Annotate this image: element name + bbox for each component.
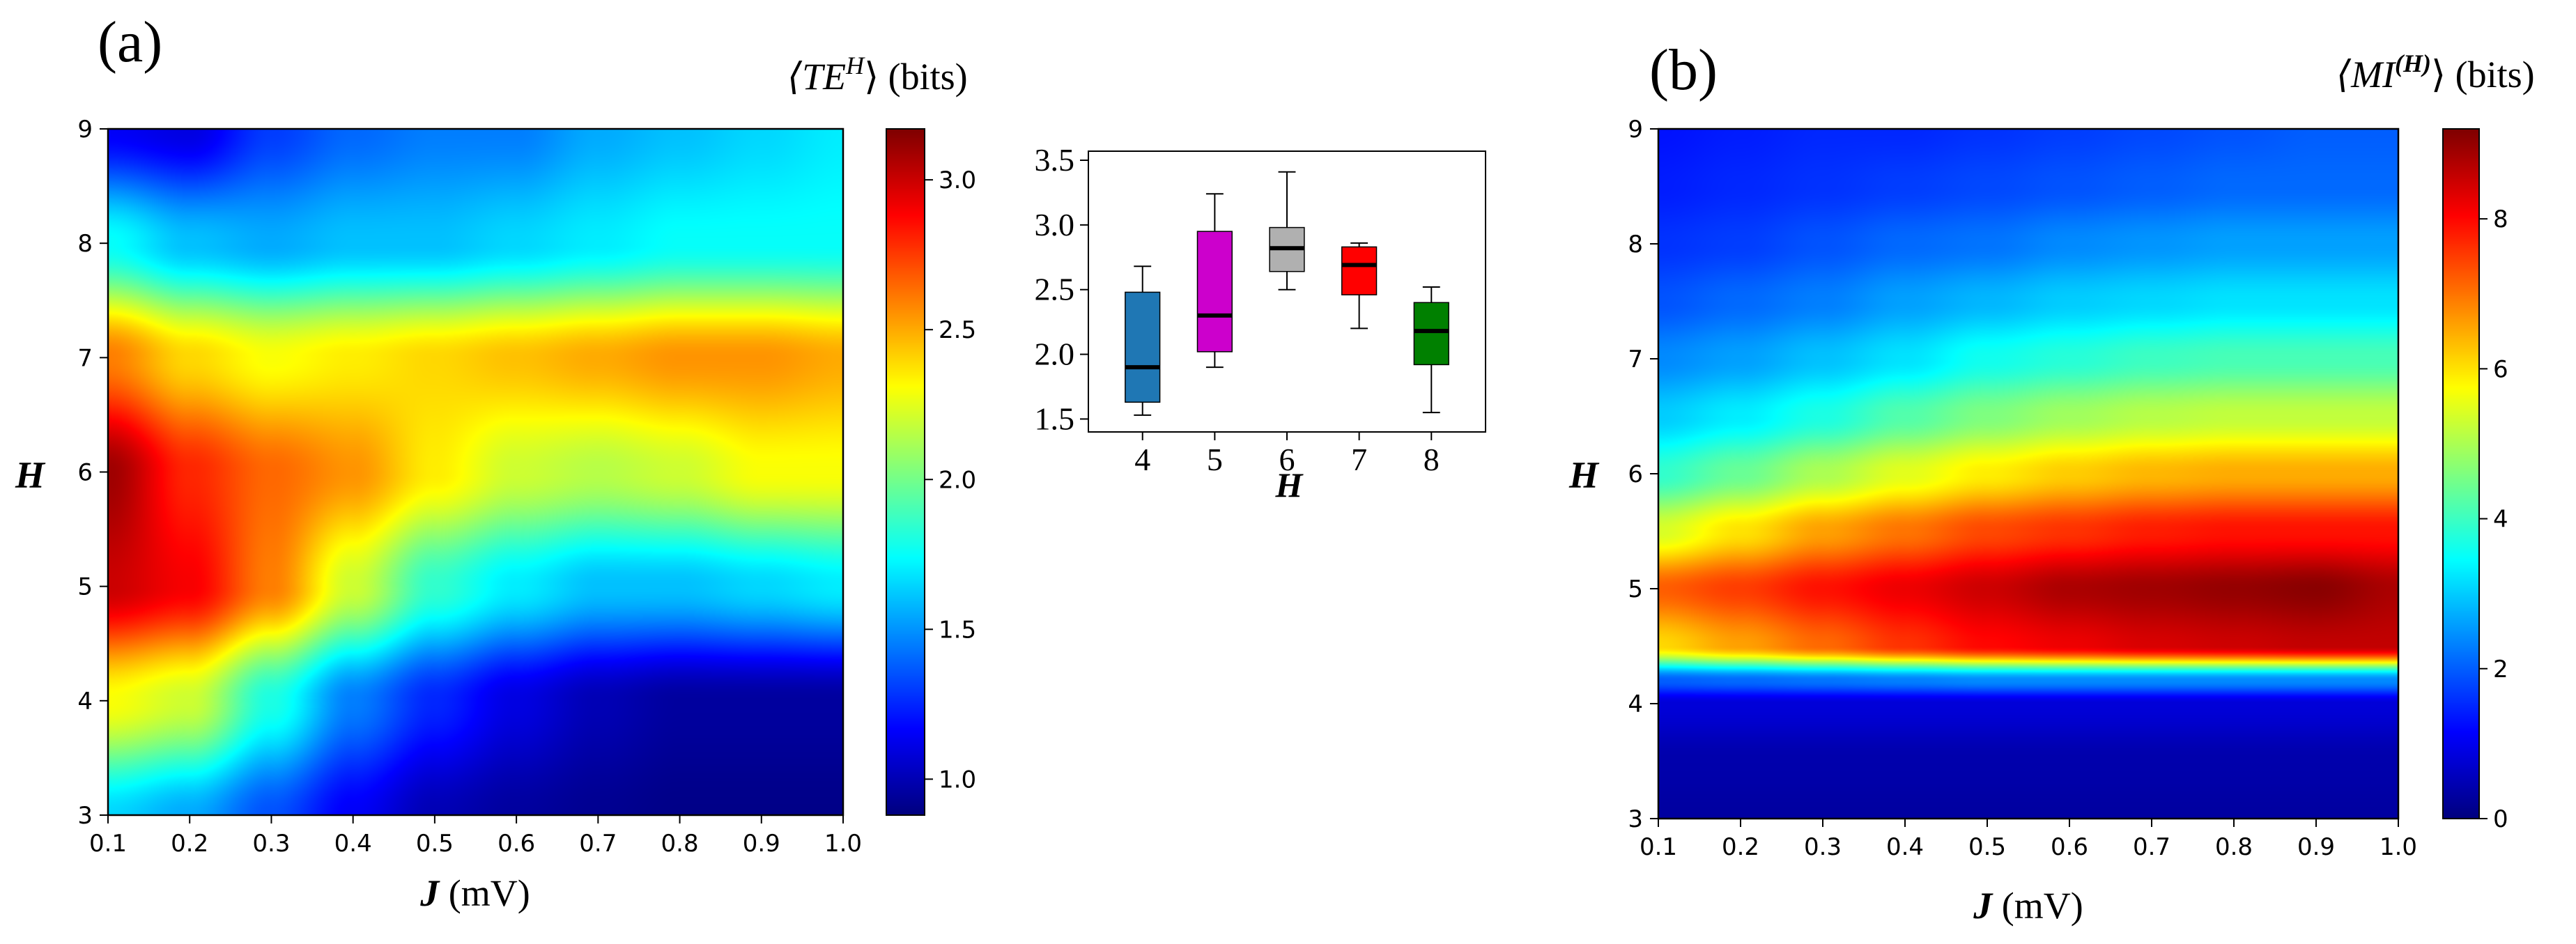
colorbar-b-frame — [2442, 128, 2480, 819]
boxplot-ytick-label: 3.0 — [1035, 207, 1075, 242]
heatmap-b-xtick-label: 0.1 — [1640, 833, 1677, 861]
heatmap-b-ytick-label: 6 — [1628, 461, 1643, 488]
boxplot-ytick-label: 3.5 — [1035, 142, 1075, 178]
heatmap-b-xtick-label: 0.7 — [2133, 833, 2170, 861]
colorbar-a-frame — [886, 128, 925, 816]
heatmap-a-xtick-label: 0.5 — [416, 830, 454, 858]
colorbar-a-label: ⟨TEH⟩ (bits) — [787, 52, 968, 98]
box-iqr-8 — [1413, 302, 1449, 366]
colorbar-a-gradient — [886, 129, 925, 815]
boxplot-xtick-label: 7 — [1351, 442, 1367, 477]
panel-b: (b) 0.1 0.2 0.3 0.4 0.5 0.6 0.7 0.8 0.9 1.0 3 4 5 6 7… — [1568, 38, 2535, 927]
colorbar-b-label-sup: (H) — [2395, 49, 2431, 77]
heatmap-b-xtick-label: 0.2 — [1722, 833, 1759, 861]
heatmap-a-y-axis: 3 4 5 6 7 8 9 — [77, 116, 108, 830]
heatmap-b-xlabel-var: J — [1973, 885, 1993, 927]
colorbar-b-tick-label: 2 — [2493, 656, 2508, 683]
colorbar-b-tick-label: 0 — [2493, 805, 2508, 833]
heatmap-b-xtick-label: 0.5 — [1968, 833, 2006, 861]
heatmap-a-xlabel-var: J — [419, 872, 440, 914]
colorbar-a-label-open: ⟨TE — [787, 56, 846, 98]
heatmap-b-x-axis: 0.1 0.2 0.3 0.4 0.5 0.6 0.7 0.8 0.9 1.0 — [1640, 819, 2417, 861]
panel-a-label: (a) — [98, 10, 162, 75]
heatmap-a-plot — [108, 129, 843, 815]
box-iqr-7 — [1341, 246, 1378, 295]
heatmap-a-xtick-label: 0.7 — [579, 830, 617, 858]
colorbar-b-tick-label: 8 — [2493, 206, 2508, 233]
heatmap-b-ytick-label: 4 — [1628, 690, 1643, 718]
colorbar-a-tick-label: 1.5 — [939, 616, 976, 644]
colorbar-b-gradient — [2443, 129, 2479, 819]
heatmap-b-xlabel: J (mV) — [1973, 885, 2083, 927]
box-iqr-4 — [1125, 291, 1161, 403]
boxplot-ytick-label: 1.5 — [1035, 401, 1075, 436]
heatmap-b-xtick-label: 0.3 — [1804, 833, 1842, 861]
boxplot-xtick-label: 8 — [1424, 442, 1440, 477]
heatmap-a-ytick-label: 5 — [77, 573, 93, 601]
heatmap-a-xtick-label: 0.4 — [334, 830, 372, 858]
boxplot-ytick-label: 2.5 — [1035, 272, 1075, 307]
colorbar-a-tick-label: 2.0 — [939, 466, 976, 494]
heatmap-b-xtick-label: 0.4 — [1886, 833, 1924, 861]
boxplot-xlabel: H — [1275, 465, 1304, 504]
colorbar-a-tick-label: 2.5 — [939, 316, 976, 344]
heatmap-a-ytick-label: 3 — [77, 802, 93, 830]
heatmap-b-ytick-label: 9 — [1628, 116, 1643, 144]
heatmap-b-ytick-label: 8 — [1628, 231, 1643, 258]
heatmap-a-xtick-label: 0.8 — [661, 830, 699, 858]
boxplot-ytick-label: 2.0 — [1035, 336, 1075, 372]
colorbar-b-label-unit: (bits) — [2446, 54, 2535, 95]
heatmap-a-xtick-label: 0.1 — [89, 830, 127, 858]
heatmap-a-ytick-label: 9 — [77, 116, 93, 144]
colorbar-a-label-unit: (bits) — [879, 56, 968, 98]
boxplot-xtick-label: 4 — [1134, 442, 1150, 477]
colorbar-b-label-open: ⟨MI — [2336, 54, 2397, 95]
colorbar-a-ticks: 1.0 1.5 2.0 2.5 3.0 — [925, 167, 976, 794]
boxplot-xtick-label: 6 — [1279, 442, 1295, 477]
heatmap-a-ytick-label: 4 — [77, 688, 93, 715]
heatmap-a-xlabel-unit: (mV) — [439, 872, 530, 914]
heatmap-b-xtick-label: 1.0 — [2380, 833, 2417, 861]
colorbar-b-tick-label: 4 — [2493, 506, 2508, 534]
heatmap-a-xlabel: J (mV) — [419, 872, 530, 914]
colorbar-b-label-close: ⟩ — [2431, 54, 2446, 95]
heatmap-b-ytick-label: 5 — [1628, 575, 1643, 603]
panel-a: (a) 0.1 0.2 0.3 0.4 0.5 0.6 0.7 0.8 0.9 1.0 3 4 5 6 7… — [15, 10, 976, 914]
heatmap-b-plot — [1658, 129, 2398, 819]
colorbar-b-label: ⟨MI(H)⟩ (bits) — [2336, 49, 2535, 95]
boxplot-y-axis: 1.5 2.0 2.5 3.0 3.5 — [1035, 142, 1088, 436]
colorbar-b-tick-label: 6 — [2493, 355, 2508, 383]
heatmap-b-ytick-label: 7 — [1628, 346, 1643, 373]
heatmap-a-ytick-label: 8 — [77, 230, 93, 258]
heatmap-a-ylabel: H — [15, 454, 46, 496]
colorbar-a-label-sup: H — [845, 52, 865, 79]
heatmap-a-xtick-label: 0.2 — [171, 830, 208, 858]
boxplot-xtick-label: 5 — [1207, 442, 1223, 477]
heatmap-b-y-axis: 3 4 5 6 7 8 9 — [1628, 116, 1658, 833]
heatmap-b-ytick-label: 3 — [1628, 805, 1643, 833]
boxplot-x-axis: 4 5 6 7 8 — [1134, 432, 1440, 477]
heatmap-a-xtick-label: 1.0 — [824, 830, 862, 858]
colorbar-a-label-close: ⟩ — [864, 56, 879, 98]
boxplot-inset: 1.5 2.0 2.5 3.0 3.5 4 5 6 7 8 H — [1035, 142, 1486, 504]
heatmap-b-xtick-label: 0.8 — [2215, 833, 2253, 861]
heatmap-a-ytick-label: 7 — [77, 344, 93, 372]
heatmap-b-ylabel: H — [1568, 454, 1600, 496]
panel-b-label: (b) — [1649, 38, 1718, 102]
heatmap-b-xtick-label: 0.9 — [2297, 833, 2335, 861]
colorbar-b-ticks: 0 2 4 6 8 — [2479, 206, 2508, 833]
heatmap-a-x-axis: 0.1 0.2 0.3 0.4 0.5 0.6 0.7 0.8 0.9 1.0 — [89, 815, 862, 858]
colorbar-a-tick-label: 1.0 — [939, 766, 976, 794]
box-iqr-5 — [1196, 231, 1233, 353]
heatmap-b-xlabel-unit: (mV) — [1992, 885, 2083, 927]
heatmap-a-xtick-label: 0.3 — [252, 830, 290, 858]
heatmap-a-ytick-label: 6 — [77, 459, 93, 487]
heatmap-a-xtick-label: 0.9 — [743, 830, 780, 858]
heatmap-a-xtick-label: 0.6 — [498, 830, 535, 858]
boxplot-boxes — [1125, 171, 1449, 416]
colorbar-a-tick-label: 3.0 — [939, 167, 976, 194]
heatmap-b-xtick-label: 0.6 — [2051, 833, 2088, 861]
